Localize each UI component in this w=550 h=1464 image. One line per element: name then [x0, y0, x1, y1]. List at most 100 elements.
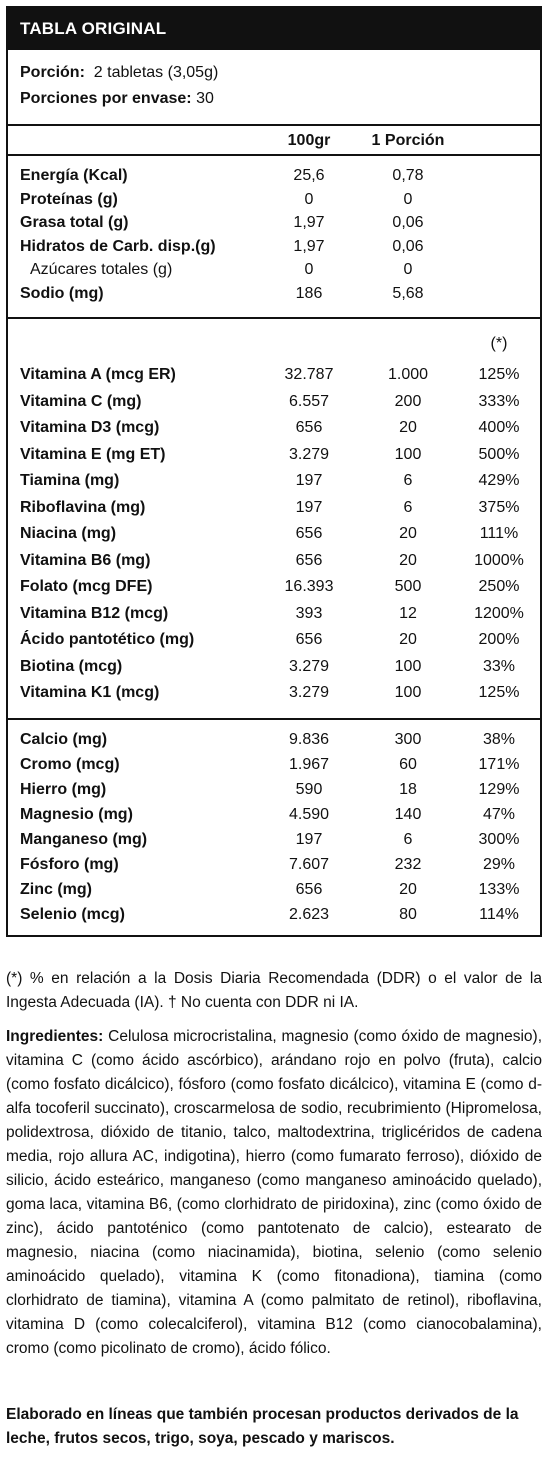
table-row: Zinc (mg) 656 20 133% [8, 878, 540, 903]
value-portion: 232 [394, 855, 422, 873]
value-portion: 20 [399, 880, 417, 898]
value-portion: 140 [394, 805, 422, 823]
value-100gr: 0 [304, 261, 314, 278]
nutrient-name: Cromo (mcg) [20, 755, 120, 773]
value-100gr: 656 [295, 525, 323, 542]
table-row: Vitamina B12 (mcg) 393 12 1200% [8, 602, 540, 629]
value-portion: 20 [399, 551, 417, 569]
allergen-warning: Elaborado en líneas que también procesan… [6, 1406, 519, 1447]
value-100gr: 393 [295, 604, 323, 622]
vitamins-section: (*) Vitamina A (mcg ER) 32.787 1.000 125% Vi… [8, 319, 540, 720]
table-row: Vitamina E (mg ET) 3.279 100 500% [8, 443, 540, 470]
value-portion: 20 [399, 631, 417, 648]
nutrient-name: Vitamina A (mcg ER) [20, 366, 176, 383]
nutrient-name: Fósforo (mg) [20, 855, 119, 873]
table-row: Folato (mcg DFE) 16.393 500 250% [8, 575, 540, 602]
value-100gr: 656 [295, 419, 323, 436]
nutrient-name: Sodio (mg) [20, 284, 104, 302]
nutrient-name: Folato (mcg DFE) [20, 578, 153, 595]
minerals-section: Calcio (mg) 9.836 300 38% Cromo (mcg) 1.967 60… [8, 720, 540, 928]
value-100gr: 25,6 [293, 167, 325, 184]
nutrient-name: Hierro (mg) [20, 780, 107, 798]
value-100gr: 3.279 [288, 684, 330, 701]
table-row: Manganeso (mg) 197 6 300% [8, 828, 540, 853]
value-portion: 20 [399, 419, 417, 436]
nutrient-name: Riboflavina (mg) [20, 498, 146, 516]
value-ddr-pct: 375% [478, 498, 520, 516]
nutrient-name: Azúcares totales (g) [30, 261, 173, 278]
footnote: (*) % en relación a la Dosis Diaria Reco… [6, 970, 542, 1011]
value-100gr: 32.787 [284, 366, 334, 383]
value-100gr: 4.590 [288, 805, 330, 823]
table-row: Vitamina B6 (mg) 656 20 1000% [8, 549, 540, 576]
nutrient-name: Grasa total (g) [20, 214, 129, 231]
nutrient-name: Manganeso (mg) [20, 830, 148, 848]
serving-info: Porción: 2 tabletas (3,05g) Porciones po… [8, 50, 540, 126]
value-ddr-pct: 125% [478, 366, 520, 383]
value-ddr-pct: 133% [478, 880, 520, 898]
table-row: Vitamina C (mg) 6.557 200 333% [8, 390, 540, 417]
nutrient-name: Biotina (mcg) [20, 657, 123, 675]
value-portion: 0 [403, 190, 413, 208]
value-100gr: 197 [295, 830, 323, 848]
table-row: Tiamina (mg) 197 6 429% [8, 469, 540, 496]
nutrient-name: Vitamina B6 (mg) [20, 551, 151, 569]
nutrient-name: Calcio (mg) [20, 730, 108, 748]
value-portion: 100 [394, 445, 422, 463]
value-100gr: 197 [295, 498, 323, 516]
value-ddr-pct: 29% [482, 855, 516, 873]
value-portion: 60 [399, 755, 417, 773]
table-row: Sodio (mg) 186 5,68 [8, 282, 540, 306]
nutrient-name: Hidratos de Carb. disp.(g) [20, 237, 216, 255]
nutrient-name: Ácido pantotético (mg) [20, 631, 195, 648]
value-portion: 6 [403, 472, 413, 489]
table-row: Biotina (mcg) 3.279 100 33% [8, 655, 540, 682]
nutrient-name: Magnesio (mg) [20, 805, 133, 823]
table-row: Niacina (mg) 656 20 111% [8, 522, 540, 549]
col-portion: 1 Porción [371, 132, 445, 149]
table-row: Proteínas (g) 0 0 [8, 188, 540, 212]
nutrient-name: Energía (Kcal) [20, 167, 128, 184]
value-100gr: 1,97 [293, 214, 325, 231]
table-row: Grasa total (g) 1,97 0,06 [8, 211, 540, 235]
nutrient-name: Zinc (mg) [20, 880, 92, 898]
table-title: TABLA ORIGINAL [8, 8, 540, 50]
value-100gr: 656 [295, 631, 323, 648]
value-ddr-pct: 200% [478, 631, 520, 648]
value-ddr-pct: 47% [482, 805, 516, 823]
value-ddr-pct: 1000% [474, 551, 524, 569]
value-ddr-pct: 1200% [474, 604, 524, 622]
value-portion: 100 [394, 657, 422, 675]
value-ddr-pct: 500% [478, 445, 520, 463]
value-ddr-pct: 33% [482, 657, 516, 675]
value-100gr: 0 [304, 190, 314, 208]
value-ddr-pct: 250% [478, 578, 520, 595]
value-portion: 12 [399, 604, 417, 622]
value-portion: 1.000 [387, 366, 429, 383]
servings-value: 30 [196, 90, 214, 107]
table-row: Hierro (mg) 590 18 129% [8, 778, 540, 803]
value-100gr: 6.557 [288, 392, 330, 410]
value-portion: 300 [394, 730, 422, 748]
value-ddr-pct: 429% [478, 472, 520, 489]
value-100gr: 2.623 [288, 905, 330, 923]
value-ddr-pct: 38% [482, 730, 516, 748]
nutrient-name: Niacina (mg) [20, 525, 117, 542]
value-portion: 5,68 [392, 284, 424, 302]
value-portion: 100 [394, 684, 422, 701]
value-ddr-pct: 114% [479, 905, 519, 923]
value-100gr: 656 [295, 880, 323, 898]
value-portion: 6 [403, 830, 413, 848]
value-100gr: 7.607 [288, 855, 330, 873]
value-100gr: 1.967 [288, 755, 330, 773]
value-ddr-pct: 333% [478, 392, 520, 410]
table-row: Cromo (mcg) 1.967 60 171% [8, 753, 540, 778]
table-row: Vitamina A (mcg ER) 32.787 1.000 125% [8, 363, 540, 390]
value-portion: 0 [403, 261, 413, 278]
ingredients: Ingredientes: Celulosa microcristalina, … [6, 1025, 542, 1361]
table-row: Vitamina K1 (mcg) 3.279 100 125% [8, 681, 540, 708]
table-row: Calcio (mg) 9.836 300 38% [8, 728, 540, 753]
value-ddr-pct: 400% [478, 419, 520, 436]
value-100gr: 197 [295, 472, 323, 489]
value-portion: 0,06 [392, 237, 424, 255]
